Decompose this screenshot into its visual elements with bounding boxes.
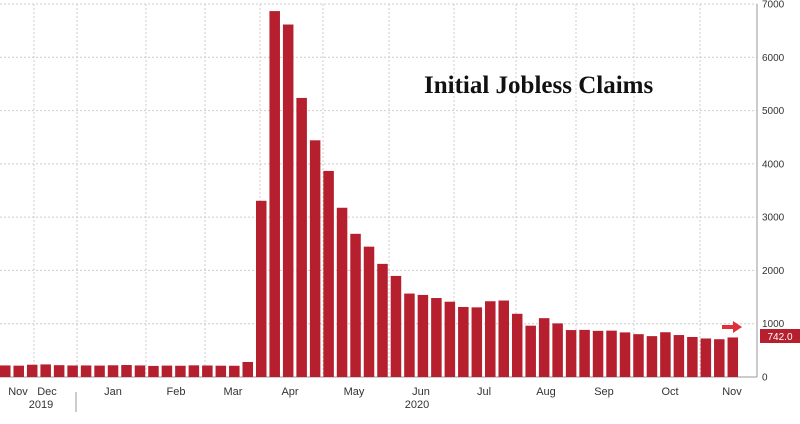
- bar: [565, 330, 577, 377]
- bar: [309, 140, 321, 377]
- bar: [552, 323, 563, 377]
- bar: [336, 207, 348, 377]
- x-tick-label: Jul: [477, 386, 491, 398]
- bar: [714, 339, 725, 377]
- bar: [538, 318, 550, 377]
- bars: [0, 11, 739, 378]
- y-tick-label: 6000: [762, 53, 785, 64]
- y-tick-label: 1000: [762, 319, 785, 330]
- bar: [700, 338, 712, 377]
- bar: [646, 336, 658, 377]
- x-tick-label: Jun: [412, 386, 430, 398]
- x-tick-labels: Nov Dec Jan Feb Mar Apr May Jun Jul Aug Sep Oct Nov: [8, 386, 742, 398]
- bar: [727, 337, 739, 377]
- y-tick-label: 0: [762, 373, 768, 384]
- bar: [282, 24, 294, 378]
- bar: [202, 365, 213, 377]
- bar: [619, 332, 631, 377]
- bar: [431, 298, 442, 377]
- bar: [687, 336, 698, 377]
- bar: [80, 365, 92, 377]
- bar: [0, 365, 11, 377]
- bar: [188, 365, 200, 377]
- bar: [633, 334, 644, 377]
- last-value-label: 742.0: [767, 332, 792, 343]
- bar: [673, 335, 685, 377]
- x-tick-label: Nov: [722, 386, 742, 398]
- bar: [660, 332, 671, 377]
- bar: [67, 365, 78, 377]
- bar: [296, 97, 307, 377]
- bar: [148, 365, 159, 377]
- bar: [471, 307, 483, 377]
- bar: [269, 11, 280, 378]
- y-tick-label: 2000: [762, 266, 785, 277]
- bar: [107, 365, 119, 377]
- y-tick-label: 3000: [762, 213, 785, 224]
- bar: [377, 263, 388, 377]
- y-tick-label: 7000: [762, 0, 785, 11]
- year-labels: 2019 2020: [29, 399, 429, 411]
- bar: [175, 365, 186, 377]
- bar: [592, 330, 604, 377]
- bar: [525, 325, 536, 377]
- last-value-box: [760, 329, 800, 343]
- last-value-marker: 742.0: [722, 321, 800, 343]
- x-tick-label: Feb: [167, 386, 186, 398]
- bar: [363, 246, 375, 377]
- bar: [94, 365, 105, 377]
- bar: [121, 365, 132, 377]
- bar: [215, 365, 227, 377]
- bar: [40, 364, 51, 377]
- x-tick-label: Apr: [281, 386, 298, 398]
- x-tick-label: Oct: [661, 386, 678, 398]
- year-label-2020: 2020: [405, 399, 429, 411]
- year-label-2019: 2019: [29, 399, 53, 411]
- x-tick-label: Aug: [536, 386, 556, 398]
- bar: [417, 294, 429, 377]
- bar: [229, 365, 240, 377]
- x-tick-label: Nov: [8, 386, 28, 398]
- x-tick-label: Jan: [104, 386, 122, 398]
- bar: [255, 200, 267, 377]
- bar: [26, 364, 38, 377]
- x-tick-label: Mar: [224, 386, 243, 398]
- chart-title: Initial Jobless Claims: [424, 72, 653, 99]
- bar: [323, 170, 334, 377]
- bar: [161, 365, 173, 377]
- bar: [242, 361, 254, 377]
- bar: [444, 301, 456, 377]
- y-tick-label: 5000: [762, 106, 785, 117]
- bar: [350, 233, 361, 377]
- bar: [458, 306, 469, 377]
- bar: [579, 329, 590, 377]
- bar: [390, 275, 402, 377]
- bar: [53, 365, 65, 377]
- bar: [404, 293, 415, 377]
- bar: [606, 330, 617, 377]
- bar: [13, 365, 24, 377]
- bar: [511, 313, 523, 377]
- y-tick-labels: 0 1000 2000 3000 4000 5000 6000 7000: [762, 0, 785, 384]
- y-tick-label: 4000: [762, 159, 785, 170]
- x-tick-label: May: [344, 386, 365, 398]
- last-value-arrow-icon: [722, 321, 742, 333]
- bar: [134, 365, 146, 377]
- bar: [498, 300, 509, 377]
- x-tick-label: Sep: [594, 386, 614, 398]
- bar: [485, 301, 496, 377]
- x-tick-label: Dec: [37, 386, 57, 398]
